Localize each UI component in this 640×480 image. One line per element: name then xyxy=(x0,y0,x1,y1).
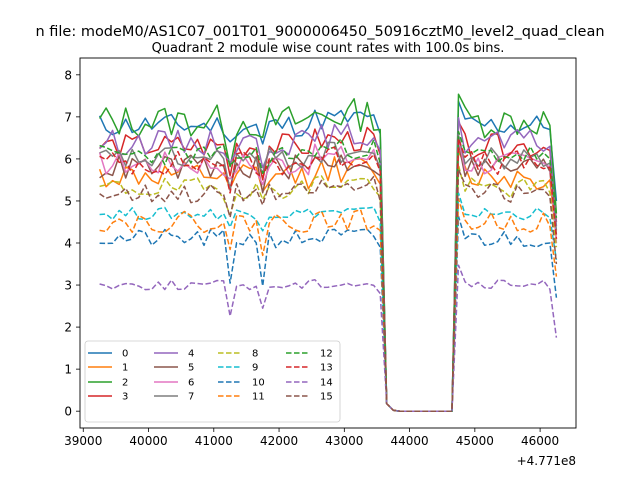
x-tick-label: 42000 xyxy=(260,434,298,448)
x-tick-label: 43000 xyxy=(325,434,363,448)
x-tick-label: 45000 xyxy=(456,434,494,448)
legend-label-7: 7 xyxy=(188,392,194,403)
x-axis: 39000 40000 41000 42000 43000 44000 45000 46000 xyxy=(64,428,559,448)
legend-label-10: 10 xyxy=(252,378,265,389)
legend-label-1: 1 xyxy=(122,363,128,374)
legend-label-6: 6 xyxy=(188,378,194,389)
series-line-13 xyxy=(99,137,558,412)
y-tick-label: 2 xyxy=(64,321,72,335)
y-tick-label: 4 xyxy=(64,237,72,251)
x-tick-label: 40000 xyxy=(129,434,167,448)
y-tick-label: 8 xyxy=(64,68,72,82)
series-line-2 xyxy=(98,93,558,412)
legend-label-5: 5 xyxy=(188,363,194,374)
figure-suptitle: n file: modeM0/AS1C07_001T01_9000006450_… xyxy=(35,24,604,40)
series-line-9 xyxy=(99,192,558,412)
y-tick-label: 3 xyxy=(64,279,72,293)
series-line-8 xyxy=(99,164,558,412)
x-tick-label: 46000 xyxy=(521,434,559,448)
series-line-14 xyxy=(99,264,558,412)
y-tick-label: 6 xyxy=(64,152,72,166)
legend-label-3: 3 xyxy=(122,392,128,403)
x-offset-label: +4.771e8 xyxy=(517,454,576,468)
series-layer xyxy=(98,93,558,412)
series-line-3 xyxy=(99,121,558,412)
y-tick-label: 0 xyxy=(64,405,72,419)
legend-label-8: 8 xyxy=(252,349,258,360)
legend-label-11: 11 xyxy=(252,392,265,403)
legend-label-9: 9 xyxy=(252,363,258,374)
series-line-11 xyxy=(99,198,558,412)
legend-label-15: 15 xyxy=(320,392,333,403)
legend-box xyxy=(84,340,341,423)
legend-label-0: 0 xyxy=(122,349,128,360)
y-axis: 0 1 2 3 4 5 6 7 8 xyxy=(64,68,80,419)
series-line-10 xyxy=(99,215,558,412)
legend-label-12: 12 xyxy=(320,349,333,360)
y-tick-label: 1 xyxy=(64,363,72,377)
y-tick-label: 5 xyxy=(64,194,72,208)
legend-label-4: 4 xyxy=(188,349,194,360)
x-tick-label: 39000 xyxy=(64,434,102,448)
legend-label-2: 2 xyxy=(122,378,128,389)
x-tick-label: 44000 xyxy=(390,434,428,448)
series-line-15 xyxy=(99,168,558,412)
chart-title: Quadrant 2 module wise count rates with … xyxy=(152,41,505,56)
series-line-5 xyxy=(99,142,558,412)
legend-label-14: 14 xyxy=(320,378,333,389)
y-tick-label: 7 xyxy=(64,110,72,124)
legend-label-13: 13 xyxy=(320,363,333,374)
x-tick-label: 41000 xyxy=(195,434,233,448)
